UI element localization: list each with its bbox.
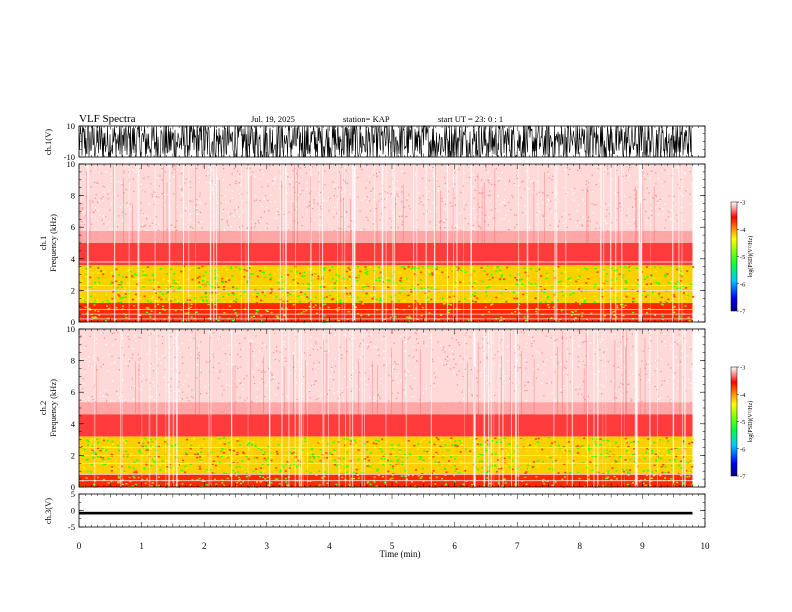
ytick-label: 6 — [71, 222, 75, 232]
xtick-label: 4 — [327, 541, 332, 551]
ytick-label: 0 — [71, 506, 75, 516]
colorbar-tick-label: -3 — [740, 200, 745, 207]
ch1-spec-ylabel: ch.1 — [38, 236, 48, 250]
plot-title: VLF Spectra — [79, 113, 136, 125]
ytick-label: -5 — [68, 522, 75, 532]
colorbar-label: log(PSD)(V²/Hz) — [747, 401, 754, 442]
xtick-label: 2 — [202, 541, 207, 551]
colorbar-tick-label: -4 — [740, 392, 746, 399]
xtick-label: 5 — [390, 541, 395, 551]
ch1-spec-freq-label: Frequency (kHz) — [48, 214, 58, 272]
ytick-label: 8 — [71, 191, 75, 201]
xtick-label: 3 — [265, 541, 270, 551]
ytick-label: 4 — [71, 254, 76, 264]
xtick-label: 8 — [578, 541, 583, 551]
colorbar-tick-label: -5 — [740, 254, 745, 261]
ch1-spectrogram-image — [79, 164, 695, 324]
ytick-label: 6 — [71, 387, 75, 397]
colorbar-tick-label: -6 — [740, 446, 746, 453]
ytick-label: 8 — [71, 356, 75, 366]
ch3-ylabel: ch.3(V) — [43, 498, 53, 524]
ch3-waveform-trace — [79, 511, 693, 515]
xtick-label: 9 — [640, 541, 645, 551]
ytick-label: 2 — [71, 450, 75, 460]
ytick-label: 10 — [67, 121, 76, 131]
xtick-label: 6 — [452, 541, 457, 551]
colorbar-label: log(PSD)(V²/Hz) — [747, 236, 754, 277]
ytick-label: -10 — [64, 152, 75, 162]
plot-header: VLF Spectra Jul. 19, 2025 station= KAP s… — [0, 0, 792, 130]
colorbar-tick-label: -7 — [740, 309, 746, 316]
colorbar-tick-label: -4 — [740, 227, 746, 234]
station-label: station= KAP — [343, 114, 390, 124]
colorbar-tick-label: -7 — [740, 474, 746, 481]
ch2-colorbar — [730, 366, 738, 477]
date-label: Jul. 19, 2025 — [251, 114, 295, 124]
colorbar-tick-label: -5 — [740, 419, 745, 426]
ytick-label: 2 — [71, 285, 75, 295]
ch2-spec-freq-label: Frequency (kHz) — [48, 379, 58, 437]
colorbar-tick-label: -3 — [740, 365, 745, 372]
xtick-label: 1 — [139, 541, 144, 551]
start-time-label: start UT = 23: 0 : 1 — [438, 114, 504, 124]
ytick-label: 0 — [71, 482, 75, 492]
ch2-spec-ylabel: ch.2 — [38, 401, 48, 415]
xtick-label: 10 — [701, 541, 711, 551]
ch1-waveform-trace — [78, 124, 693, 159]
xtick-label: 7 — [515, 541, 520, 551]
xtick-label: 0 — [77, 541, 82, 551]
x-axis-label: Time (min) — [380, 549, 421, 559]
colorbar-tick-label: -6 — [740, 281, 746, 288]
ch1-ylabel: ch.1(V) — [43, 129, 53, 155]
ytick-label: 10 — [67, 159, 76, 169]
ch2-spectrogram-image — [79, 329, 695, 489]
ytick-label: 10 — [67, 324, 76, 334]
ytick-label: 5 — [71, 489, 75, 499]
ytick-label: 0 — [71, 317, 75, 327]
ytick-label: 4 — [71, 419, 76, 429]
ch1-colorbar — [730, 201, 738, 312]
